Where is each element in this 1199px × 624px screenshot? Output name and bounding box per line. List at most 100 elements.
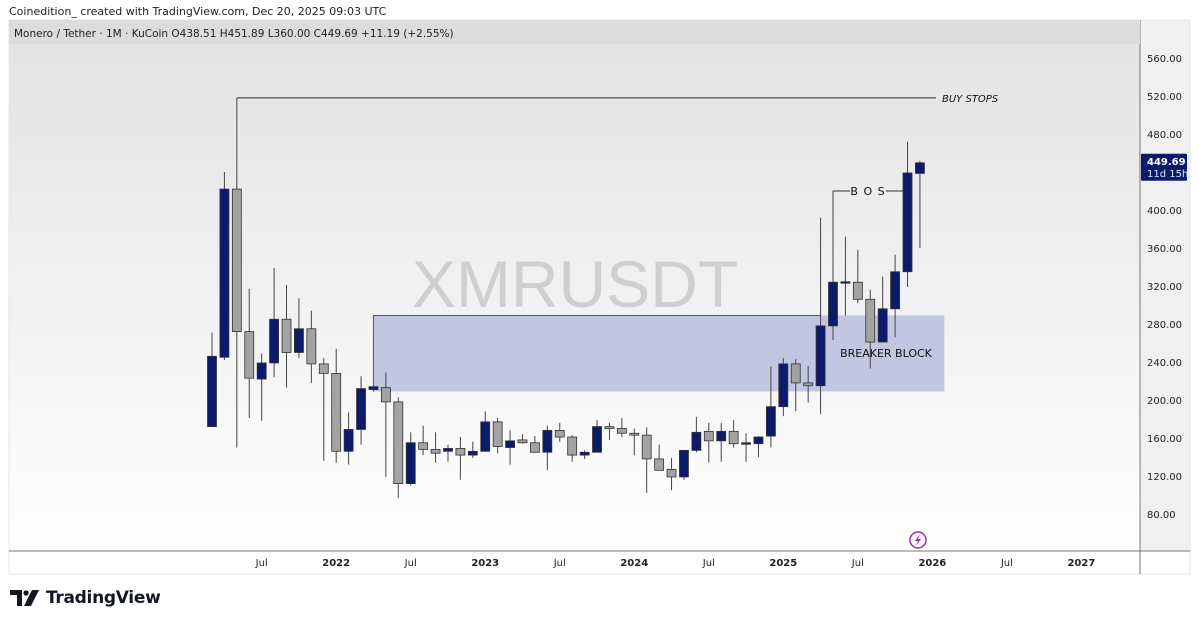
candle-body bbox=[877, 308, 888, 343]
candle-body bbox=[455, 448, 466, 456]
candle-body bbox=[790, 363, 801, 384]
candle-body bbox=[380, 387, 391, 403]
candle-body bbox=[592, 426, 602, 453]
legend-bar bbox=[9, 20, 1140, 44]
time-tick-label: 2027 bbox=[1067, 558, 1095, 569]
price-tick-label: 520.00 bbox=[1147, 92, 1182, 103]
price-tick-label: 480.00 bbox=[1147, 130, 1182, 141]
candle-body bbox=[579, 451, 590, 456]
candle-body bbox=[716, 430, 727, 442]
price-tick-label: 160.00 bbox=[1147, 434, 1182, 445]
candle-body bbox=[517, 439, 528, 444]
price-tick-label: 360.00 bbox=[1147, 244, 1182, 255]
lightning-icon[interactable] bbox=[909, 531, 927, 549]
bos-label: B O S bbox=[850, 185, 885, 198]
time-tick-label: Jul bbox=[553, 558, 566, 569]
candle-body bbox=[269, 318, 280, 364]
candle-body bbox=[430, 448, 441, 454]
candle-body bbox=[393, 401, 404, 484]
candle-body bbox=[890, 271, 900, 310]
candle-body bbox=[492, 421, 503, 447]
candle-body bbox=[865, 298, 876, 343]
breaker-block-zone bbox=[373, 315, 945, 392]
candle-body bbox=[753, 436, 764, 445]
candle-body bbox=[666, 468, 677, 478]
candle-body bbox=[902, 172, 913, 273]
buy-stops-label: BUY STOPS bbox=[942, 94, 999, 105]
candle-body bbox=[703, 430, 714, 442]
bar-countdown: 11d 15h bbox=[1147, 169, 1188, 180]
candle-body bbox=[803, 382, 814, 387]
time-tick-label: 2025 bbox=[769, 558, 797, 569]
last-price-badge bbox=[1141, 153, 1187, 181]
candle-body bbox=[567, 436, 578, 456]
tradingview-logo[interactable]: TradingView bbox=[10, 588, 161, 608]
candle-body bbox=[256, 362, 267, 380]
price-tick-label: 280.00 bbox=[1147, 320, 1182, 331]
candle-body bbox=[480, 421, 491, 452]
candle-body bbox=[231, 188, 242, 333]
candle-body bbox=[443, 448, 453, 452]
chart-credit: Coinedition_ created with TradingView.co… bbox=[9, 5, 387, 18]
symbol-watermark: XMRUSDT bbox=[412, 247, 738, 321]
plot-area bbox=[9, 20, 1140, 551]
price-tick-label: 200.00 bbox=[1147, 396, 1182, 407]
price-tick-label: 120.00 bbox=[1147, 472, 1182, 483]
candle-body bbox=[467, 450, 478, 456]
candle-body bbox=[244, 331, 255, 379]
candle-body bbox=[405, 442, 416, 484]
symbol-legend: Monero / Tether · 1M · KuCoin O438.51 H4… bbox=[14, 28, 454, 40]
candle-body bbox=[679, 449, 689, 478]
candle-body bbox=[741, 442, 751, 445]
price-tick-label: 560.00 bbox=[1147, 54, 1182, 65]
candle-body bbox=[641, 434, 652, 460]
candle-body bbox=[766, 406, 776, 437]
time-tick-label: 2023 bbox=[471, 558, 499, 569]
candle-body bbox=[331, 372, 342, 452]
last-price-value: 449.69 bbox=[1147, 157, 1186, 168]
candle-body bbox=[728, 430, 739, 445]
candle-body bbox=[530, 442, 540, 453]
price-tick-label: 320.00 bbox=[1147, 282, 1182, 293]
candle-body bbox=[207, 355, 217, 427]
candle-body bbox=[294, 328, 304, 353]
price-axis[interactable] bbox=[1140, 20, 1190, 551]
tradingview-logo-icon bbox=[10, 590, 39, 606]
candle-body bbox=[368, 386, 379, 390]
candle-body bbox=[840, 281, 851, 284]
candle-body bbox=[778, 363, 789, 408]
candle-body bbox=[654, 458, 665, 471]
candle-body bbox=[604, 426, 615, 429]
price-tick-label: 240.00 bbox=[1147, 358, 1182, 369]
price-tick-label: 80.00 bbox=[1147, 510, 1176, 521]
candle-body bbox=[691, 431, 702, 451]
candle-body bbox=[915, 162, 925, 174]
time-tick-label: 2024 bbox=[620, 558, 648, 569]
time-tick-label: Jul bbox=[1000, 558, 1013, 569]
candle-body bbox=[356, 388, 366, 430]
breaker-block-label: BREAKER BLOCK bbox=[840, 347, 933, 360]
time-tick-label: Jul bbox=[404, 558, 417, 569]
brand-name: TradingView bbox=[46, 588, 161, 608]
candle-body bbox=[828, 281, 838, 327]
candle-body bbox=[418, 442, 429, 450]
candle-body bbox=[219, 188, 230, 358]
time-tick-label: Jul bbox=[851, 558, 864, 569]
candle-body bbox=[542, 429, 553, 453]
price-tick-label: 400.00 bbox=[1147, 206, 1182, 217]
candle-body bbox=[343, 429, 354, 452]
candle-body bbox=[852, 281, 863, 300]
candle-body bbox=[505, 440, 515, 448]
candle-body bbox=[281, 318, 292, 353]
time-tick-label: 2022 bbox=[322, 558, 350, 569]
candle-body bbox=[616, 428, 627, 434]
time-tick-label: 2026 bbox=[918, 558, 946, 569]
candle-body bbox=[554, 429, 565, 438]
candle-body bbox=[629, 432, 640, 436]
candle-body bbox=[815, 325, 826, 387]
time-tick-label: Jul bbox=[255, 558, 268, 569]
candle-body bbox=[318, 363, 329, 374]
time-tick-label: Jul bbox=[702, 558, 715, 569]
candle-body bbox=[306, 328, 317, 365]
